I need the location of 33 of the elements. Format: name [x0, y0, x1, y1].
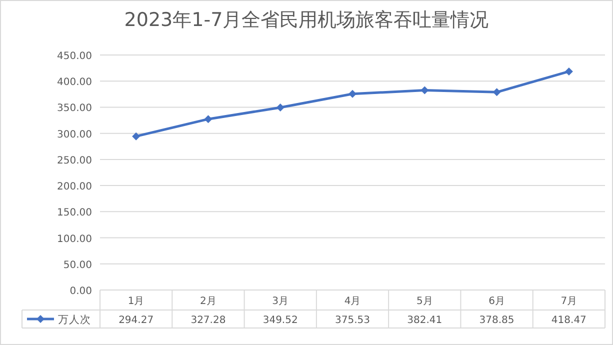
- point: [420, 86, 429, 94]
- x-tick-label: 2月: [200, 296, 216, 307]
- x-tick-label: 5月: [416, 296, 433, 307]
- point: [564, 67, 573, 76]
- data-label: 382.41: [407, 315, 442, 326]
- y-tick-label: 350.00: [57, 103, 92, 114]
- legend-label: 万人次: [58, 314, 91, 326]
- data-label: 375.53: [335, 315, 370, 326]
- y-tick-label: 400.00: [57, 77, 92, 88]
- y-tick-label: 0.00: [70, 286, 92, 297]
- data-label: 294.27: [118, 315, 154, 326]
- x-tick-label: 1月: [128, 296, 144, 307]
- point: [348, 90, 356, 98]
- data-label: 349.52: [262, 315, 298, 326]
- y-tick-label: 50.00: [63, 260, 92, 271]
- title: 2023年1-7月全省民用机场旅客吞吐量情况: [124, 9, 489, 31]
- y-tick-label: 100.00: [57, 234, 92, 245]
- data-label: 418.47: [551, 315, 586, 326]
- data-label: 327.28: [190, 315, 226, 326]
- x-tick-label: 3月: [272, 296, 289, 307]
- x-tick-label: 4月: [344, 296, 361, 307]
- y-tick-label: 250.00: [57, 155, 92, 166]
- y-tick-label: 150.00: [57, 208, 92, 219]
- point: [132, 132, 140, 140]
- point: [492, 88, 501, 96]
- y-tick-label: 450.00: [57, 51, 92, 62]
- x-tick-label: 6月: [488, 296, 505, 307]
- point: [276, 103, 284, 112]
- point: [204, 115, 212, 124]
- data-label: 378.85: [479, 315, 514, 326]
- y-tick-label: 200.00: [57, 182, 92, 193]
- y-tick-label: 300.00: [57, 129, 92, 140]
- x-tick-label: 7月: [560, 296, 578, 307]
